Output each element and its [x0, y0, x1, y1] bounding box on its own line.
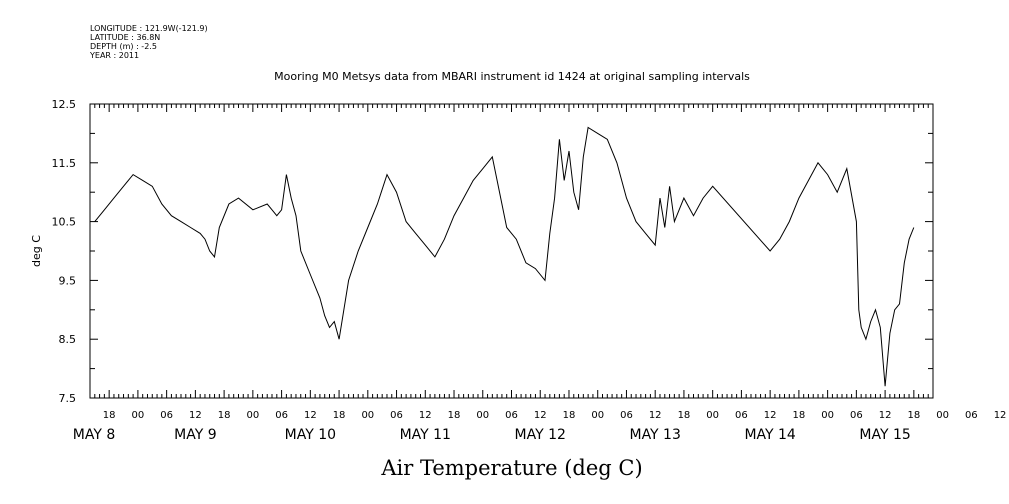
y-tick-label: 7.5 — [59, 392, 77, 405]
x-hour-tick-label: 00 — [246, 410, 259, 421]
x-hour-tick-label: 00 — [591, 410, 604, 421]
x-hour-tick-label: 18 — [678, 410, 691, 421]
x-day-tick-label: MAY 11 — [400, 427, 451, 443]
x-hour-tick-label: 12 — [994, 410, 1007, 421]
x-hour-tick-label: 06 — [620, 410, 633, 421]
x-hour-tick-label: 06 — [965, 410, 978, 421]
x-hour-tick-label: 00 — [132, 410, 145, 421]
x-hour-tick-label: 12 — [304, 410, 317, 421]
air-temperature-series-line — [94, 126, 915, 387]
x-axis-label: Air Temperature (deg C) — [380, 456, 642, 480]
y-axis-label: deg C — [30, 235, 43, 267]
y-tick-label: 12.5 — [52, 98, 77, 111]
x-hour-tick-label: 06 — [735, 410, 748, 421]
x-day-tick-label: MAY 14 — [744, 427, 795, 443]
x-day-tick-labels: MAY 8 MAY 9 MAY 10 MAY 11 MAY 12 MAY 13 MAY 14… — [73, 427, 911, 443]
x-hour-tick-label: 12 — [764, 410, 777, 421]
x-hour-tick-label: 06 — [275, 410, 288, 421]
y-tick-label: 11.5 — [52, 157, 77, 170]
x-hour-tick-label: 06 — [505, 410, 518, 421]
longitude-text: LONGITUDE : 121.9W(-121.9) — [90, 24, 208, 33]
x-hour-tick-label: 06 — [850, 410, 863, 421]
x-hour-tick-label: 06 — [390, 410, 403, 421]
x-hour-tick-label: 18 — [333, 410, 346, 421]
x-hour-tick-labels: 18 00 06 12 18 00 06 12 18 00 06 12 18 00 06 12 18 00 06 12… — [103, 410, 1007, 421]
x-hour-tick-label: 00 — [476, 410, 489, 421]
x-day-tick-label: MAY 15 — [859, 427, 910, 443]
x-hour-tick-label: 00 — [361, 410, 374, 421]
x-day-tick-label: MAY 10 — [285, 427, 336, 443]
x-hour-tick-label: 00 — [706, 410, 719, 421]
mooring-metadata: LONGITUDE : 121.9W(-121.9) LATITUDE : 36… — [89, 24, 208, 60]
y-tick-label: 8.5 — [59, 333, 77, 346]
x-hour-tick-label: 18 — [907, 410, 920, 421]
x-hour-tick-label: 12 — [534, 410, 547, 421]
chart-title: Mooring M0 Metsys data from MBARI instru… — [274, 70, 750, 83]
y-tick-label: 9.5 — [59, 274, 77, 287]
x-day-tick-label: MAY 13 — [629, 427, 680, 443]
x-hour-tick-label: 18 — [218, 410, 231, 421]
x-day-tick-label: MAY 12 — [515, 427, 566, 443]
x-hour-tick-label: 18 — [448, 410, 461, 421]
y-axis-ticks: 7.5 8.5 9.5 10.5 11.5 12.5 — [52, 98, 933, 405]
x-axis-ticks — [89, 104, 934, 398]
x-hour-tick-label: 18 — [563, 410, 576, 421]
x-hour-tick-label: 18 — [793, 410, 806, 421]
x-hour-tick-label: 06 — [160, 410, 173, 421]
x-day-tick-label: MAY 8 — [73, 427, 115, 443]
x-day-tick-label: MAY 9 — [174, 427, 216, 443]
depth-text: DEPTH (m) : -2.5 — [90, 42, 157, 51]
y-tick-label: 10.5 — [52, 216, 77, 229]
latitude-text: LATITUDE : 36.8N — [90, 33, 160, 42]
x-hour-tick-label: 12 — [879, 410, 892, 421]
x-hour-tick-label: 12 — [419, 410, 432, 421]
plot-frame — [89, 103, 934, 399]
year-text: YEAR : 2011 — [89, 51, 139, 60]
x-hour-tick-label: 00 — [936, 410, 949, 421]
x-hour-tick-label: 12 — [649, 410, 662, 421]
x-hour-tick-label: 12 — [189, 410, 202, 421]
x-hour-tick-label: 00 — [821, 410, 834, 421]
x-hour-tick-label: 18 — [103, 410, 116, 421]
